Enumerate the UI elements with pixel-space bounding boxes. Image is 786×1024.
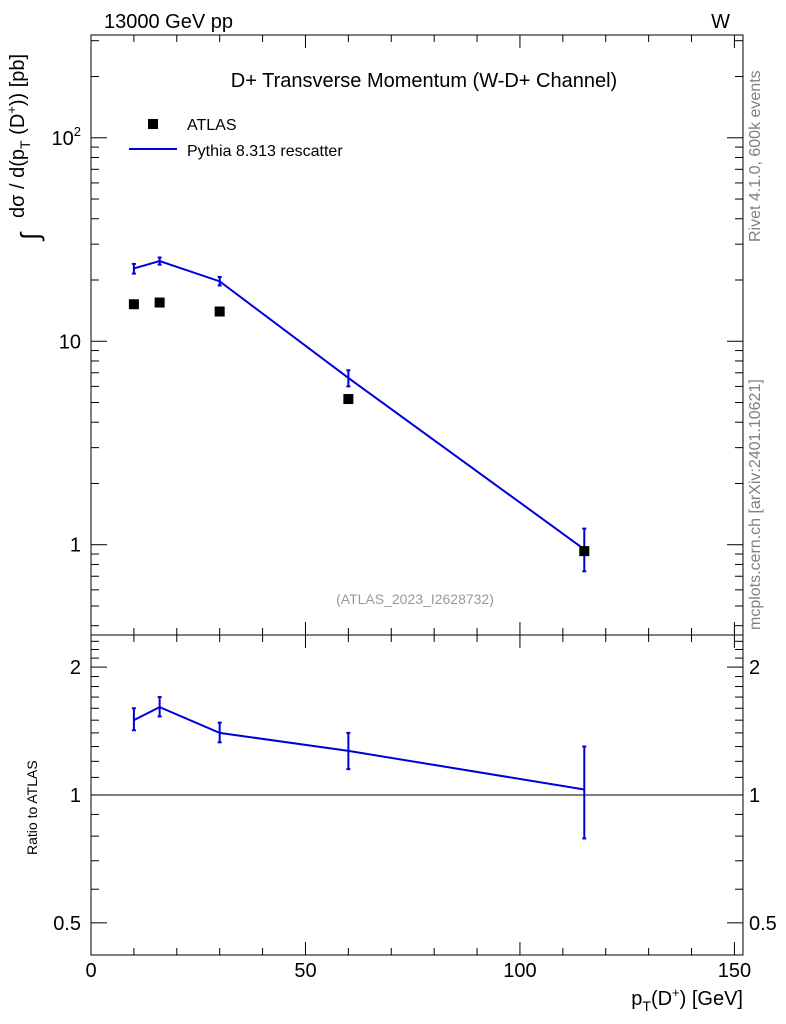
main-y-axis-title: dσ / d(pT (D+)) [pb] bbox=[4, 54, 33, 218]
legend-pythia-label: Pythia 8.313 rescatter bbox=[187, 143, 343, 160]
main-y-axis-label: ∫ dσ / d(pT (D+)) [pb] bbox=[4, 54, 45, 242]
main-pythia-series bbox=[131, 256, 587, 573]
ratio-y-tick-label-right: 1 bbox=[749, 785, 760, 807]
atlas-data-point bbox=[214, 306, 225, 317]
atlas-data-point bbox=[579, 546, 590, 557]
ratio-y-tick-label-right: 0.5 bbox=[749, 913, 777, 935]
main-atlas-series bbox=[128, 297, 590, 557]
atlas-data-point bbox=[128, 299, 139, 310]
rivet-version-label: Rivet 4.1.0, 600k events bbox=[747, 70, 764, 242]
y-tick-label: 1 bbox=[70, 535, 81, 557]
x-tick-label: 100 bbox=[503, 960, 536, 982]
pythia-line bbox=[133, 259, 585, 551]
process-label: 13000 GeV pp bbox=[104, 11, 233, 33]
mcplots-source-label: mcplots.cern.ch [arXiv:2401.10621] bbox=[747, 379, 764, 630]
legend-atlas-marker bbox=[148, 119, 158, 129]
ratio-y-tick-label-right: 2 bbox=[749, 657, 760, 679]
integral-sign: ∫ bbox=[15, 231, 45, 242]
x-axis-title: pT(D+) [GeV] bbox=[631, 985, 743, 1014]
x-tick-label: 50 bbox=[294, 960, 316, 982]
ratio-axis-ticks: 0 50 100 150 0.5 0.5 1 1 2 2 bbox=[53, 635, 777, 982]
ratio-y-tick-label: 2 bbox=[70, 657, 81, 679]
x-tick-label: 0 bbox=[85, 960, 96, 982]
ratio-y-tick-label: 1 bbox=[70, 785, 81, 807]
ratio-line bbox=[133, 706, 585, 791]
ratio-y-tick-label: 0.5 bbox=[53, 913, 81, 935]
x-tick-label: 150 bbox=[718, 960, 751, 982]
chart-title: D+ Transverse Momentum (W-D+ Channel) bbox=[231, 70, 617, 92]
legend: ATLAS Pythia 8.313 rescatter bbox=[129, 117, 343, 160]
analysis-id: (ATLAS_2023_I2628732) bbox=[336, 591, 494, 607]
y-tick-label: 10 bbox=[59, 331, 81, 353]
atlas-data-point bbox=[343, 394, 354, 405]
channel-label: W bbox=[711, 11, 730, 33]
ratio-y-axis-title: Ratio to ATLAS bbox=[24, 760, 40, 855]
ratio-pythia-series bbox=[131, 696, 587, 840]
atlas-data-point bbox=[154, 297, 165, 308]
y-tick-label: 102 bbox=[52, 124, 81, 150]
legend-atlas-label: ATLAS bbox=[187, 117, 237, 134]
